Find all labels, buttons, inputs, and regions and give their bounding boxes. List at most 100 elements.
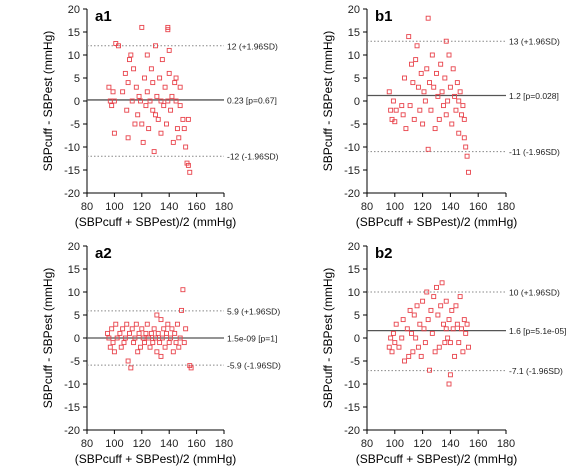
- data-point: [460, 103, 466, 109]
- data-point: [127, 330, 132, 336]
- data-point: [399, 103, 405, 109]
- y-tick-label: 15: [68, 27, 80, 39]
- data-point: [180, 116, 186, 122]
- data-point: [162, 344, 168, 350]
- data-point: [403, 126, 409, 132]
- data-point: [106, 335, 112, 341]
- data-point: [187, 169, 193, 175]
- data-point: [165, 98, 171, 104]
- data-point: [154, 93, 160, 99]
- data-point: [459, 326, 464, 332]
- data-point: [422, 98, 428, 104]
- data-point: [439, 280, 445, 286]
- data-point: [153, 112, 158, 118]
- data-point: [447, 340, 453, 346]
- data-point: [386, 89, 392, 95]
- data-point: [456, 98, 462, 104]
- data-point: [161, 103, 167, 109]
- panel-label: b2: [375, 245, 393, 262]
- data-point: [445, 335, 451, 341]
- data-point: [436, 116, 442, 122]
- panel-b2: -20 -15 -10 -5 0 5 10 15 20 80 100 120 140 160 180 10 (…: [321, 241, 566, 466]
- x-tick-label: 120: [133, 438, 151, 450]
- data-point: [136, 330, 142, 336]
- y-tick-label: 20: [348, 241, 360, 253]
- data-point: [122, 335, 128, 341]
- data-point: [388, 335, 394, 341]
- data-point: [153, 335, 158, 341]
- data-point: [185, 116, 191, 122]
- data-point: [154, 312, 160, 318]
- x-tick-label: 100: [105, 438, 123, 450]
- data-point: [153, 43, 158, 49]
- y-tick-label: 5: [354, 73, 360, 85]
- x-tick-label: 80: [361, 438, 373, 450]
- y-tick-label: -10: [64, 379, 80, 391]
- data-point: [176, 344, 182, 350]
- y-tick-label: 5: [354, 310, 360, 322]
- data-point: [427, 80, 432, 86]
- data-point: [188, 365, 194, 371]
- data-point: [431, 294, 437, 300]
- data-point: [409, 330, 414, 336]
- data-point: [169, 93, 175, 99]
- data-point: [427, 367, 432, 373]
- data-point: [166, 47, 172, 53]
- y-tick-label: -15: [344, 165, 360, 177]
- data-point: [173, 98, 179, 104]
- x-tick-label: 80: [361, 201, 373, 213]
- data-point: [424, 289, 430, 295]
- data-point: [392, 119, 398, 125]
- data-point: [159, 57, 165, 63]
- data-point: [452, 93, 458, 99]
- x-tick-label: 140: [441, 201, 459, 213]
- y-tick-label: 20: [348, 4, 360, 16]
- data-point: [137, 98, 143, 104]
- data-point: [109, 103, 115, 109]
- x-axis-label: (SBPcuff + SBPest)/2 (mmHg): [356, 215, 518, 229]
- data-point: [157, 75, 163, 81]
- data-point: [177, 335, 183, 341]
- data-point: [402, 358, 407, 364]
- y-tick-label: 20: [68, 4, 80, 16]
- data-point: [456, 340, 462, 346]
- data-point: [461, 317, 467, 323]
- y-tick-label: -15: [344, 402, 360, 414]
- data-point: [449, 307, 455, 313]
- data-point: [129, 326, 135, 332]
- data-point: [144, 52, 150, 58]
- data-point: [393, 321, 399, 327]
- y-tick-label: -5: [70, 119, 80, 131]
- data-point: [127, 57, 132, 63]
- data-point: [452, 353, 458, 359]
- data-point: [165, 321, 171, 327]
- data-point: [168, 107, 174, 113]
- data-point: [428, 107, 434, 113]
- data-point: [438, 61, 444, 67]
- data-point: [172, 330, 178, 336]
- data-point: [406, 353, 412, 359]
- data-point: [417, 107, 423, 113]
- y-tick-label: -10: [344, 379, 360, 391]
- data-point: [417, 321, 423, 327]
- x-tick-label: 160: [469, 201, 487, 213]
- data-point: [117, 330, 123, 336]
- data-point: [407, 103, 413, 109]
- y-tick-label: 5: [74, 310, 80, 322]
- data-point: [436, 344, 442, 350]
- data-point: [464, 153, 470, 159]
- data-point: [414, 303, 420, 309]
- y-tick-label: 5: [74, 73, 80, 85]
- data-point: [143, 330, 149, 336]
- limit-line-label: 5.9 (+1.96SD): [227, 306, 280, 316]
- data-point: [432, 126, 438, 132]
- data-point: [446, 52, 452, 58]
- data-point: [173, 75, 179, 81]
- y-tick-label: 20: [68, 241, 80, 253]
- data-point: [146, 126, 152, 132]
- data-point: [128, 365, 134, 371]
- data-point: [406, 34, 412, 40]
- data-point: [432, 349, 438, 355]
- data-point: [154, 349, 160, 355]
